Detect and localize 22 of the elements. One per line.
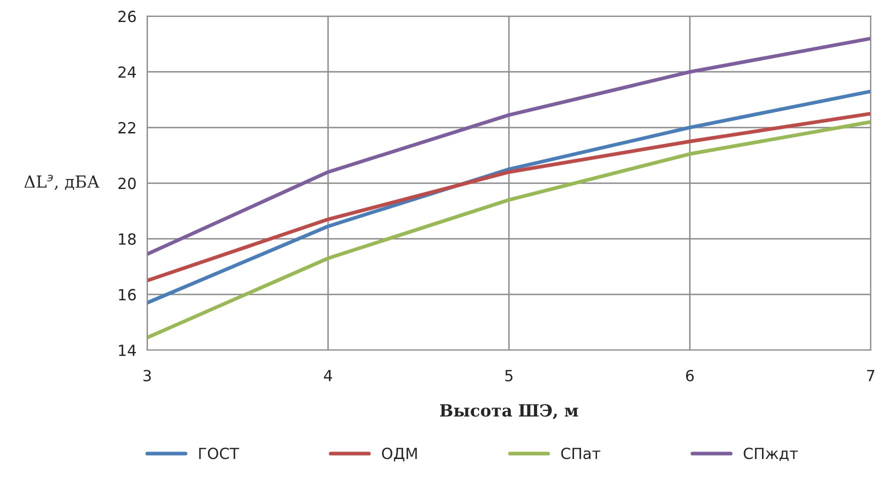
x-tick-label: 6	[686, 370, 694, 382]
line-series	[147, 36, 871, 256]
y-axis-title: ΔL$^{э}$, дБА	[24, 174, 100, 190]
x-tick-label: 7	[867, 370, 874, 382]
x-tick-label: 5	[505, 370, 512, 382]
x-tick-label: 4	[324, 370, 332, 382]
x-axis-title: Высота ШЭ, м	[440, 404, 578, 420]
y-tick-label: 20	[118, 178, 136, 190]
line-series	[147, 112, 871, 282]
y-tick-label: 14	[118, 344, 136, 356]
legend-label: СПат	[561, 448, 600, 460]
legend-label: ОДМ	[382, 448, 417, 462]
legend-label: ГОСТ	[199, 448, 240, 460]
y-tick-label: 24	[118, 66, 136, 78]
y-tick-label: 22	[118, 122, 136, 134]
x-tick-label: 3	[143, 370, 151, 382]
y-tick-label: 16	[118, 288, 136, 300]
line-series	[147, 120, 871, 340]
line-series	[147, 90, 871, 305]
legend-label: СПждт	[744, 448, 798, 462]
y-tick-label: 26	[118, 10, 136, 22]
y-tick-label: 18	[118, 233, 136, 245]
